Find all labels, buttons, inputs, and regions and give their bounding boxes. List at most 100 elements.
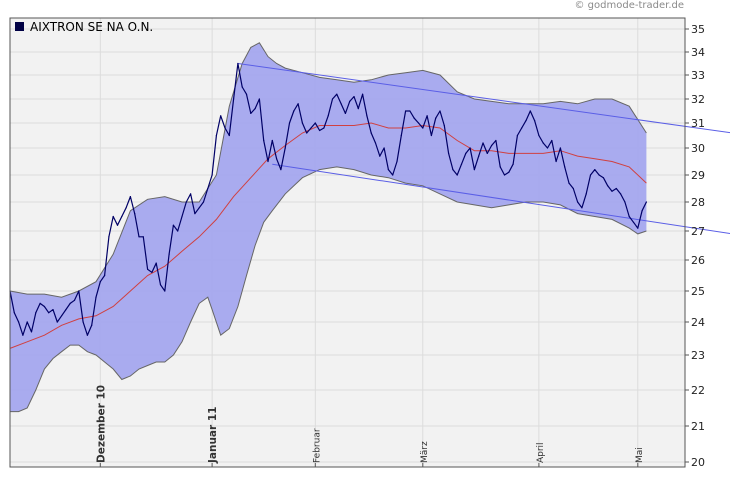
price-point — [116, 224, 119, 226]
price-point — [340, 103, 342, 105]
price-point — [284, 147, 286, 149]
price-point — [237, 62, 239, 65]
price-point — [30, 331, 33, 333]
price-point — [499, 166, 501, 168]
price-point — [151, 271, 153, 273]
price-point — [331, 98, 334, 100]
price-point — [164, 290, 166, 292]
source-credit: © godmode-trader.de — [574, 0, 685, 11]
price-point — [56, 321, 58, 323]
legend: AIXTRON SE NA O.N. — [15, 20, 153, 34]
price-point — [301, 122, 303, 124]
price-point — [594, 169, 596, 171]
y-tick-label: 32 — [691, 93, 705, 106]
y-tick-label: 22 — [691, 384, 705, 397]
price-point — [611, 190, 613, 192]
price-point — [52, 309, 54, 311]
price-point — [641, 210, 643, 212]
price-point — [632, 221, 635, 223]
price-point — [383, 147, 385, 149]
price-point — [263, 139, 265, 142]
price-point — [245, 93, 248, 95]
price-point — [250, 112, 252, 114]
price-point — [413, 117, 415, 119]
price-point — [310, 127, 312, 129]
price-point — [147, 268, 149, 270]
y-tick-label: 29 — [691, 169, 705, 182]
price-point — [48, 312, 50, 314]
x-tick-label: Januar 11 — [207, 407, 219, 464]
price-point — [323, 127, 325, 129]
price-point — [121, 215, 123, 218]
price-point — [555, 160, 557, 163]
price-point — [374, 142, 377, 144]
price-point — [168, 253, 170, 255]
price-point — [525, 120, 527, 122]
price-point — [99, 281, 101, 283]
price-point — [422, 127, 424, 129]
price-point — [585, 193, 587, 195]
price-point — [61, 315, 63, 317]
price-point — [465, 152, 467, 154]
price-point — [258, 98, 260, 100]
price-point — [473, 169, 475, 171]
price-point — [293, 110, 295, 112]
price-point — [637, 227, 639, 229]
price-point — [86, 334, 88, 336]
price-point — [409, 110, 411, 112]
price-point — [405, 110, 407, 112]
price-point — [271, 139, 273, 142]
price-point — [521, 127, 523, 129]
price-point — [577, 201, 579, 203]
price-point — [22, 334, 24, 336]
price-point — [108, 236, 110, 238]
price-point — [327, 115, 329, 117]
y-tick-label: 31 — [691, 117, 705, 130]
price-point — [78, 290, 80, 292]
x-tick-label: Mai — [635, 447, 645, 463]
price-point — [112, 215, 114, 218]
price-point — [82, 321, 84, 323]
price-point — [568, 182, 570, 184]
price-point — [69, 302, 71, 304]
price-point — [624, 201, 626, 203]
price-point — [181, 215, 183, 218]
y-tick-label: 20 — [691, 456, 705, 469]
price-point — [620, 193, 622, 195]
y-tick-label: 33 — [691, 69, 705, 82]
y-tick-label: 28 — [691, 196, 705, 209]
price-point — [185, 201, 187, 203]
price-point — [43, 305, 46, 308]
y-tick-label: 23 — [691, 349, 705, 362]
price-point — [267, 160, 269, 163]
price-point — [546, 147, 549, 149]
price-point — [129, 196, 131, 198]
price-point — [65, 309, 67, 311]
price-point — [516, 134, 519, 137]
price-point — [478, 155, 480, 157]
price-point — [26, 321, 28, 323]
price-point — [254, 108, 256, 110]
price-point — [276, 158, 278, 160]
price-point — [18, 321, 20, 323]
legend-swatch — [15, 22, 24, 31]
price-point — [581, 207, 583, 209]
price-point — [417, 122, 420, 124]
lower-band-line — [10, 166, 647, 413]
price-point — [228, 134, 230, 137]
trendline-upper-channel — [237, 63, 730, 134]
price-point — [177, 230, 179, 232]
plot-border — [9, 17, 686, 468]
price-point — [426, 115, 428, 117]
price-point — [448, 152, 450, 154]
price-point — [344, 112, 346, 114]
price-point — [508, 171, 510, 173]
price-point — [13, 312, 15, 314]
price-point — [589, 174, 592, 176]
price-point — [134, 213, 136, 215]
price-point — [220, 115, 222, 117]
x-tick-label: Dezember 10 — [95, 385, 107, 463]
y-tick-label: 34 — [691, 46, 705, 59]
y-tick-label: 30 — [691, 142, 705, 155]
price-point — [314, 122, 316, 124]
